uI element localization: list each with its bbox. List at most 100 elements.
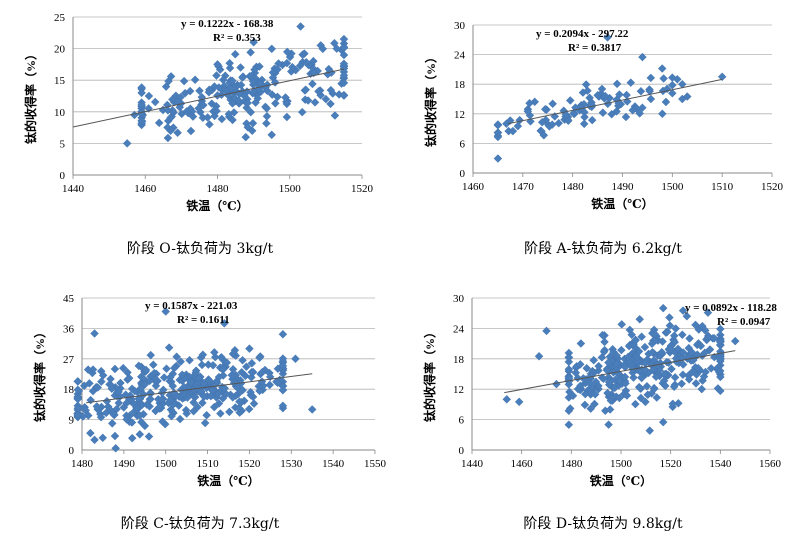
x-tick-label: 1480 — [560, 458, 583, 470]
data-point — [137, 372, 146, 382]
data-point — [273, 65, 282, 74]
data-point — [278, 401, 288, 411]
x-tick-label: 1510 — [197, 458, 220, 470]
data-point — [298, 50, 307, 59]
data-point — [136, 383, 146, 393]
data-point — [603, 33, 612, 42]
data-point — [679, 348, 688, 357]
data-point — [593, 90, 602, 100]
data-point — [581, 80, 591, 89]
data-point — [576, 339, 586, 348]
trendline — [72, 68, 345, 128]
data-point — [652, 393, 662, 402]
y-axis-label: 钛的收得率（%） — [422, 326, 437, 422]
data-point — [648, 348, 657, 357]
data-point — [673, 344, 683, 354]
y-axis-label: 钛的收得率（%） — [23, 48, 38, 144]
data-point — [267, 130, 277, 140]
data-point — [636, 393, 646, 403]
data-point — [116, 378, 125, 388]
data-point — [493, 128, 503, 138]
data-point — [217, 114, 227, 124]
data-point — [612, 360, 622, 369]
data-point — [121, 390, 130, 399]
data-point — [583, 86, 592, 96]
data-point — [173, 128, 182, 138]
data-point — [615, 393, 624, 403]
r-squared: R² = 0.1611 — [177, 314, 230, 326]
data-point — [114, 387, 123, 397]
data-point — [185, 355, 194, 365]
data-point — [705, 345, 715, 354]
data-point — [685, 334, 694, 343]
data-point — [135, 430, 145, 439]
data-point — [534, 351, 544, 361]
data-point — [627, 330, 636, 340]
data-point — [590, 390, 600, 399]
data-point — [242, 362, 251, 371]
data-point — [688, 367, 697, 377]
data-point — [164, 343, 174, 352]
data-point — [191, 368, 201, 378]
data-point — [162, 364, 171, 373]
data-point — [669, 382, 679, 392]
r-squared: R² = 0.0947 — [717, 316, 771, 328]
data-point — [175, 414, 185, 424]
data-point — [678, 306, 688, 315]
data-point — [141, 365, 151, 375]
data-point — [706, 364, 716, 373]
data-point — [678, 360, 688, 369]
data-point — [234, 403, 244, 413]
x-tick-label: 1520 — [238, 458, 261, 470]
data-point — [612, 79, 622, 89]
data-point — [665, 321, 675, 330]
data-point — [134, 361, 144, 371]
trend-equation: y = 0.0892x - 118.28 — [685, 302, 777, 314]
data-point — [646, 73, 656, 83]
y-tick-label: 30 — [454, 20, 466, 32]
y-tick-label: 27 — [63, 354, 75, 366]
data-point — [502, 119, 511, 128]
data-point — [586, 371, 596, 381]
y-tick-label: 5 — [60, 138, 66, 150]
data-point — [73, 404, 83, 413]
data-point — [597, 84, 607, 94]
y-tick-label: 18 — [453, 354, 465, 366]
data-point — [282, 112, 292, 122]
x-tick-label: 1550 — [364, 458, 387, 470]
data-point — [179, 76, 189, 86]
data-point — [564, 353, 574, 362]
data-point — [166, 395, 175, 405]
data-point — [233, 383, 242, 392]
chart-panel-c: 0 9 18 27 36 45 1480 1490 1500 1510 1520 1530 1540 15… — [0, 280, 400, 550]
data-point — [90, 329, 99, 338]
data-point — [246, 48, 255, 57]
x-tick-label: 1460 — [511, 458, 534, 470]
data-point — [631, 399, 640, 409]
data-point — [200, 418, 210, 428]
data-point — [97, 377, 106, 386]
data-point — [208, 361, 218, 370]
data-point — [540, 104, 550, 114]
data-point — [657, 347, 667, 357]
data-point — [236, 63, 245, 72]
data-point — [697, 384, 707, 394]
data-point — [249, 399, 259, 408]
data-point — [228, 76, 237, 86]
trend-equation: y = 0.1587x - 221.03 — [145, 300, 238, 312]
data-point — [332, 44, 341, 53]
data-point — [716, 337, 725, 346]
data-point — [83, 365, 93, 374]
data-point — [547, 120, 557, 129]
data-point — [213, 60, 222, 69]
x-tick-label: 1480 — [207, 183, 230, 195]
data-point — [150, 97, 160, 107]
data-point — [213, 389, 223, 399]
data-point — [267, 44, 277, 54]
y-tick-label: 10 — [54, 107, 66, 119]
caption-c: 阶段 C-钛负荷为 7.3kg/t — [120, 516, 280, 532]
trendline — [504, 350, 736, 394]
data-point — [241, 132, 251, 142]
data-point — [682, 311, 692, 321]
data-point — [159, 373, 169, 382]
